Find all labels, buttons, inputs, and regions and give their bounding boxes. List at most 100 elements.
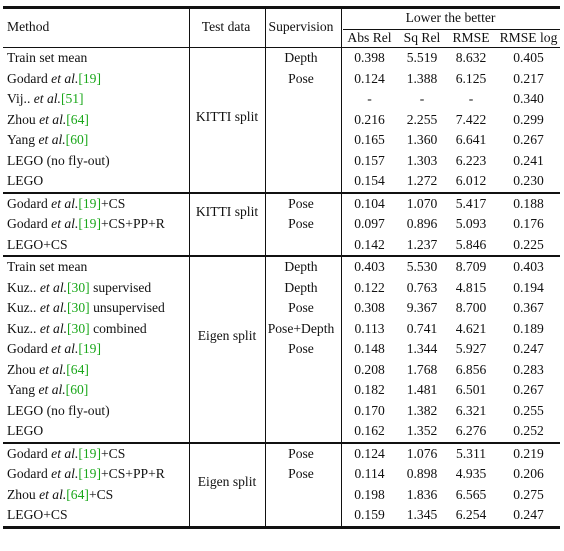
- rmse-cell: 6.125: [455, 70, 487, 86]
- sq-rel-cell: 1.388: [406, 70, 438, 86]
- rmse-log-cell: 0.247: [513, 341, 544, 356]
- sq-rel-cell: -: [419, 91, 425, 106]
- method-cell: LEGO: [7, 423, 44, 438]
- rmse-log-cell: 0.367: [513, 300, 544, 315]
- group-divider: [265, 193, 266, 256]
- table-row: Kuz.. et al.[30] unsupervised Pose 0.308…: [3, 298, 560, 319]
- sq-rel-cell: 1.382: [406, 402, 438, 418]
- sq-rel-cell: 2.255: [406, 111, 438, 127]
- method-cell: Kuz.. et al.[30] unsupervised: [7, 300, 165, 315]
- rmse-cell: 8.709: [455, 259, 487, 274]
- table-row: Kuz.. et al.[30] supervised Depth 0.122 …: [3, 278, 560, 299]
- header-divider-2: [265, 9, 266, 47]
- sq-rel-cell: 1.237: [406, 236, 438, 252]
- sq-rel-cell: 1.070: [406, 195, 438, 211]
- results-table: Method Test data Supervision Lower the b…: [3, 6, 560, 529]
- sq-rel-cell: 1.481: [406, 382, 438, 397]
- table-header: Method Test data Supervision Lower the b…: [3, 9, 560, 47]
- group-divider: [189, 48, 190, 192]
- table-row: LEGO+CS 0.159 1.345 6.254 0.247: [3, 505, 560, 526]
- sq-rel-cell: 1.836: [406, 486, 438, 502]
- table-row: Godard et al.[19] Pose 0.124 1.388 6.125…: [3, 69, 560, 90]
- abs-rel-cell: 0.124: [354, 70, 385, 86]
- header-abs-rel: Abs Rel: [347, 30, 392, 45]
- table-row: Train set mean Depth 0.398 5.519 8.632 0…: [3, 48, 560, 69]
- table-row: Godard et al.[19]+CS Pose 0.124 1.076 5.…: [3, 444, 560, 465]
- group-eigen-2: Eigen split Godard et al.[19]+CS Pose 0.…: [3, 443, 560, 526]
- group-divider: [341, 443, 342, 526]
- method-cell: Godard et al.[19]+CS+PP+R: [7, 216, 165, 231]
- top-rule: [3, 6, 560, 9]
- sq-rel-cell: 0.741: [406, 320, 438, 336]
- method-cell: Godard et al.[19]+CS: [7, 195, 126, 211]
- group-divider: [265, 257, 266, 442]
- method-cell: LEGO (no fly-out): [7, 402, 110, 418]
- sq-rel-cell: 0.896: [406, 216, 438, 231]
- abs-rel-cell: 0.142: [354, 236, 385, 252]
- method-cell: Train set mean: [7, 259, 88, 274]
- rmse-log-cell: 0.188: [513, 195, 544, 211]
- supervision-cell: Depth: [284, 259, 318, 274]
- sq-rel-cell: 9.367: [406, 300, 438, 315]
- method-cell: Godard et al.[19]: [7, 341, 102, 356]
- rmse-log-cell: 0.252: [513, 423, 544, 438]
- test-data-label: KITTI split: [195, 109, 259, 124]
- method-cell: Zhou et al.[64]: [7, 361, 89, 377]
- group-divider: [341, 48, 342, 192]
- rmse-cell: -: [468, 91, 474, 106]
- table-row: LEGO 0.162 1.352 6.276 0.252: [3, 421, 560, 442]
- abs-rel-cell: 0.154: [354, 173, 385, 188]
- sq-rel-cell: 1.345: [406, 507, 438, 522]
- method-cell: Godard et al.[19]+CS: [7, 445, 126, 461]
- abs-rel-cell: 0.159: [354, 507, 385, 522]
- group-divider: [265, 443, 266, 526]
- group-eigen-1: Eigen split Train set mean Depth 0.403 5…: [3, 257, 560, 442]
- sq-rel-cell: 0.898: [406, 466, 438, 481]
- table-row: Kuz.. et al.[30] combined Pose+Depth 0.1…: [3, 319, 560, 340]
- table-row: Godard et al.[19]+CS Pose 0.104 1.070 5.…: [3, 194, 560, 215]
- abs-rel-cell: 0.124: [354, 445, 385, 461]
- header-sq-rel: Sq Rel: [403, 30, 441, 45]
- abs-rel-cell: 0.148: [354, 341, 385, 356]
- table-row: Zhou et al.[64] 0.216 2.255 7.422 0.299: [3, 110, 560, 131]
- rmse-log-cell: 0.405: [513, 50, 544, 65]
- abs-rel-cell: 0.182: [354, 382, 385, 397]
- method-cell: Zhou et al.[64]+CS: [7, 486, 114, 502]
- abs-rel-cell: 0.104: [354, 195, 385, 211]
- group-rule: [3, 441, 560, 444]
- rmse-log-cell: 0.206: [513, 466, 544, 481]
- test-data-label: Eigen split: [197, 328, 257, 343]
- supervision-cell: Pose: [288, 445, 314, 461]
- group-divider: [341, 257, 342, 442]
- rmse-cell: 6.501: [455, 382, 487, 397]
- method-cell: LEGO (no fly-out): [7, 152, 110, 168]
- rmse-log-cell: 0.217: [513, 70, 544, 86]
- table-row: Yang et al.[60] 0.165 1.360 6.641 0.267: [3, 130, 560, 151]
- table-row: LEGO+CS 0.142 1.237 5.846 0.225: [3, 235, 560, 256]
- rmse-cell: 5.846: [455, 236, 487, 252]
- group-rule: [3, 191, 560, 194]
- method-cell: Godard et al.[19]+CS+PP+R: [7, 466, 165, 481]
- table-row: Zhou et al.[64]+CS 0.198 1.836 6.565 0.2…: [3, 485, 560, 506]
- abs-rel-cell: 0.216: [354, 111, 385, 127]
- supervision-cell: Pose: [288, 466, 314, 481]
- table-row: Train set mean Depth 0.403 5.530 8.709 0…: [3, 257, 560, 278]
- rmse-cell: 7.422: [455, 111, 487, 127]
- abs-rel-cell: 0.170: [354, 402, 385, 418]
- abs-rel-cell: 0.165: [354, 132, 385, 147]
- sq-rel-cell: 1.076: [406, 445, 438, 461]
- method-cell: LEGO: [7, 173, 44, 188]
- test-data-label: KITTI split: [195, 203, 259, 219]
- rmse-cell: 6.012: [455, 173, 487, 188]
- table-row: LEGO (no fly-out) 0.157 1.303 6.223 0.24…: [3, 151, 560, 172]
- rmse-cell: 5.093: [455, 216, 487, 231]
- header-subrule: [343, 29, 560, 30]
- abs-rel-cell: 0.198: [354, 486, 385, 502]
- rmse-cell: 8.632: [455, 50, 487, 65]
- group-divider: [189, 443, 190, 526]
- method-cell: Train set mean: [7, 50, 88, 65]
- abs-rel-cell: 0.403: [354, 259, 385, 274]
- rmse-cell: 6.565: [455, 486, 487, 502]
- rmse-cell: 6.254: [455, 507, 487, 522]
- method-cell: Vij.. et al.[51]: [7, 91, 84, 106]
